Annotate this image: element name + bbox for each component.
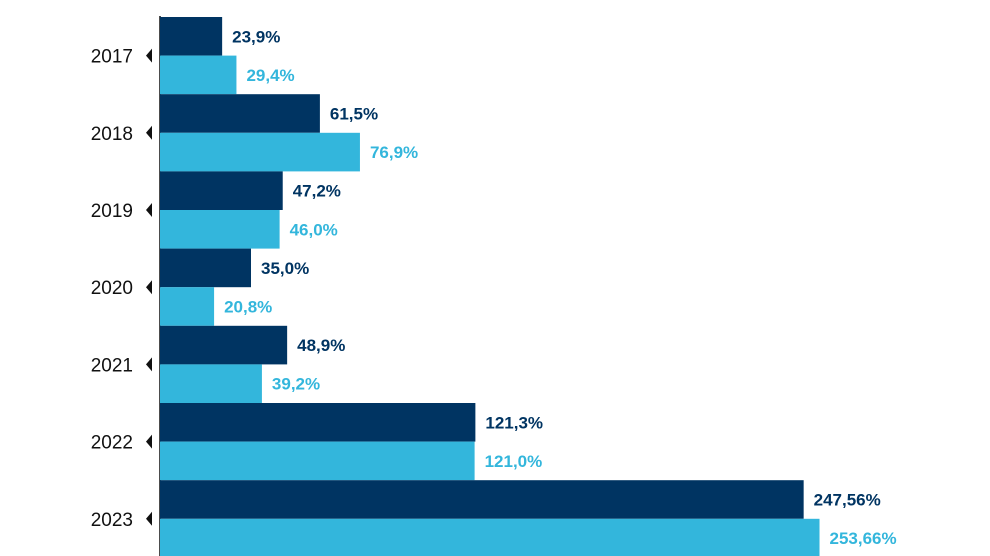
tick-marker-2018 (146, 125, 152, 140)
value-label-2017-series-2: 29,4% (246, 66, 294, 85)
value-label-2018-series-2: 76,9% (370, 143, 418, 162)
year-label-2017: 2017 (91, 47, 133, 68)
value-label-2020-series-2: 20,8% (224, 298, 272, 317)
year-label-2022: 2022 (91, 433, 133, 454)
year-label-2020: 2020 (91, 278, 133, 299)
value-label-2017-series-1: 23,9% (232, 27, 280, 46)
year-label-2018: 2018 (91, 124, 133, 145)
tick-marker-2023 (146, 511, 152, 526)
bar-2019-series-2 (160, 210, 280, 249)
bar-2022-series-1 (160, 403, 476, 442)
value-label-2018-series-1: 61,5% (330, 105, 378, 124)
value-label-2020-series-1: 35,0% (261, 259, 309, 278)
value-label-2022-series-1: 121,3% (485, 413, 543, 432)
tick-marker-2021 (146, 357, 152, 372)
bar-2019-series-1 (160, 171, 283, 210)
value-label-2021-series-1: 48,9% (297, 336, 345, 355)
year-labels-group: 2017 2018 2019 2020 2021 2022 2023 (91, 47, 152, 531)
tick-marker-2017 (146, 48, 152, 63)
value-label-2023-series-2: 253,66% (830, 529, 897, 548)
bar-2020-series-1 (160, 248, 251, 288)
year-label-2021: 2021 (91, 355, 133, 376)
bar-2023-series-1 (160, 480, 804, 519)
bar-2021-series-2 (160, 364, 262, 403)
value-label-2023-series-1: 247,56% (814, 491, 881, 510)
bar-2017-series-1 (160, 17, 223, 56)
bar-2018-series-2 (160, 132, 360, 172)
value-label-2019-series-2: 46,0% (290, 220, 338, 239)
value-label-2022-series-2: 121,0% (485, 452, 543, 471)
year-label-2023: 2023 (91, 510, 133, 531)
tick-marker-2020 (146, 280, 152, 295)
tick-marker-2019 (146, 203, 152, 217)
bar-2021-series-1 (160, 325, 288, 365)
bars-group (160, 17, 820, 556)
value-label-2021-series-2: 39,2% (272, 375, 320, 394)
value-labels-group: 23,9% 29,4% 61,5% 76,9% 47,2% 46,0% 35,0% 20,8%… (224, 27, 897, 548)
bar-2020-series-2 (160, 287, 215, 326)
bar-2017-series-2 (160, 55, 237, 95)
value-label-2019-series-1: 47,2% (293, 182, 341, 201)
bar-2023-series-2 (160, 518, 820, 556)
bar-2018-series-1 (160, 94, 320, 133)
bar-2022-series-2 (160, 441, 475, 481)
tick-marker-2022 (146, 434, 152, 449)
year-label-2019: 2019 (91, 201, 133, 222)
